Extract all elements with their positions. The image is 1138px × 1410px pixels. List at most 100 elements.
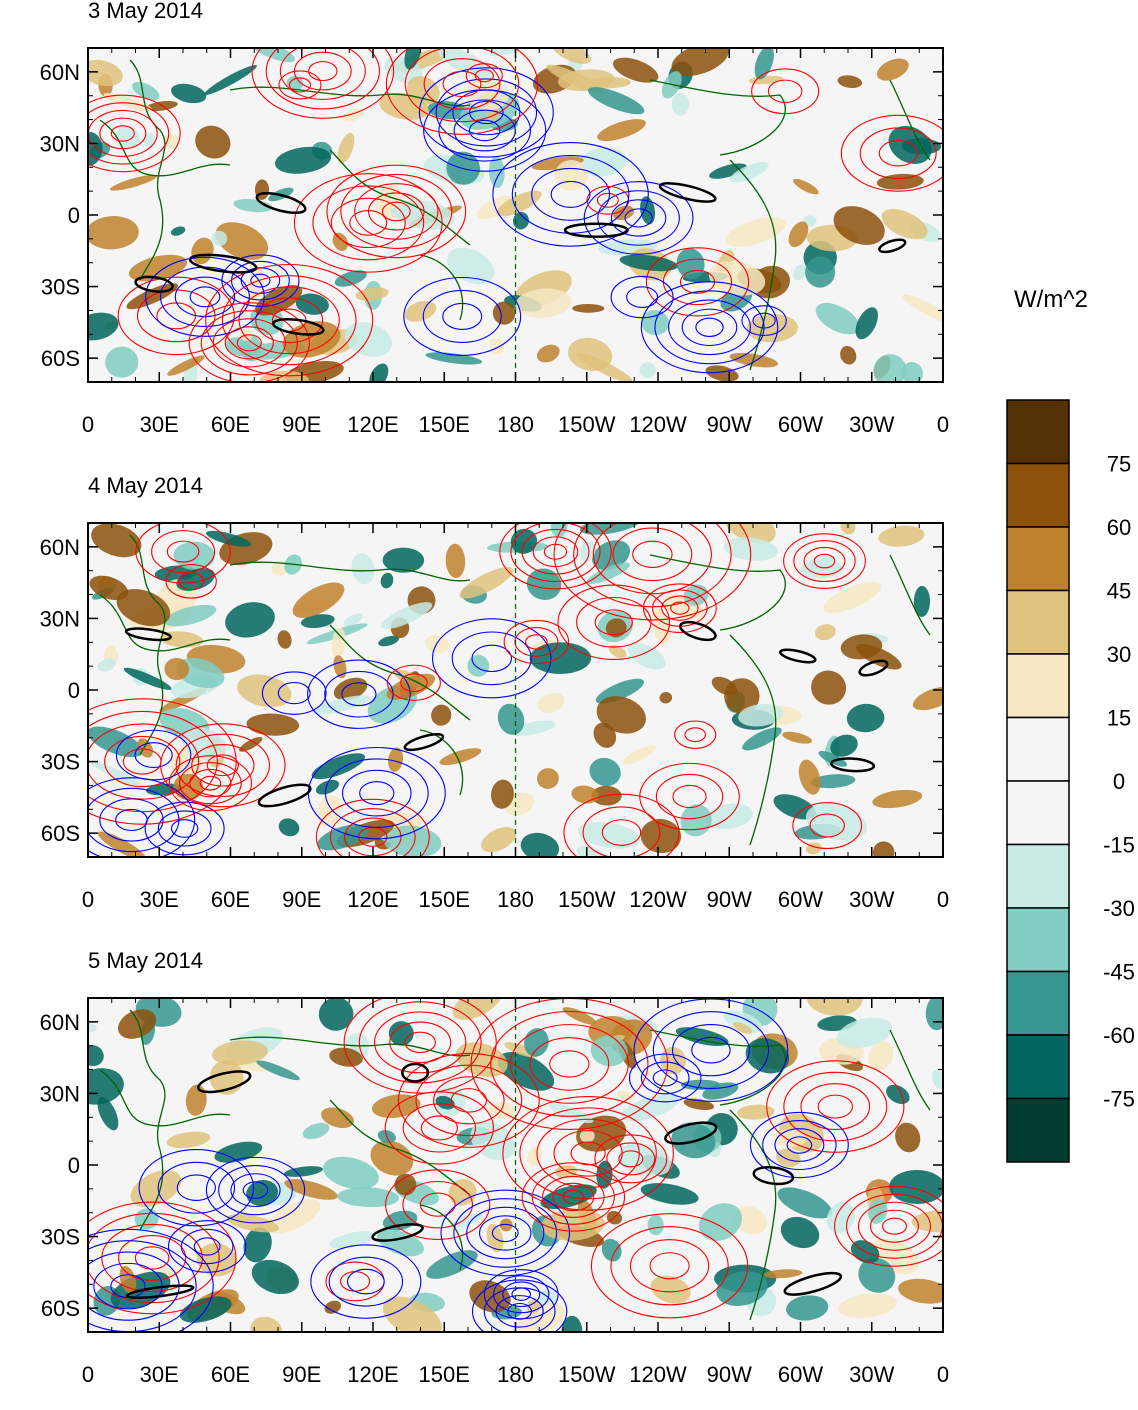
anomaly-shading — [537, 692, 565, 713]
anomaly-shading — [647, 1214, 664, 1236]
contour-line — [191, 743, 255, 787]
anomaly-shading — [88, 726, 143, 758]
coastline — [99, 1069, 231, 1127]
anomaly-shading — [546, 64, 604, 94]
highlight-contour — [783, 1271, 843, 1296]
contour-line — [293, 51, 352, 91]
anomaly-shading — [351, 553, 375, 585]
colorbar-swatch — [1006, 970, 1070, 1036]
contour-line — [562, 1189, 585, 1205]
lon-label: 0 — [937, 412, 949, 437]
contour-line — [230, 260, 290, 301]
contour-line — [340, 173, 453, 249]
contour-line — [397, 1052, 540, 1148]
anomaly-shading — [510, 720, 556, 736]
contour-line — [502, 1095, 674, 1211]
anomaly-shading — [745, 1038, 790, 1074]
lat-label: 60N — [40, 60, 80, 85]
highlight-contour — [752, 1166, 795, 1186]
colorbar: 75 60 45 30 15 0 -15 -30 -45 -60 -75 — [1006, 399, 1135, 1163]
coastline — [229, 561, 471, 582]
contour-line — [542, 1175, 605, 1218]
contour-line — [117, 276, 235, 356]
colorbar-label: -75 — [1103, 1087, 1135, 1112]
anomaly-shading — [469, 1280, 511, 1313]
contour-line — [491, 1223, 519, 1243]
contour-line — [224, 326, 274, 360]
contour-line — [99, 798, 164, 842]
colorbar-swatch — [1006, 589, 1070, 655]
anomaly-shading — [675, 1027, 729, 1046]
colorbar-swatch — [1006, 780, 1070, 846]
anomaly-shading — [88, 312, 119, 341]
lat-label: 60N — [40, 535, 80, 560]
anomaly-shading — [793, 264, 807, 281]
highlight-contour — [197, 1070, 252, 1094]
contour-line — [433, 1076, 505, 1125]
anomaly-shading — [89, 575, 129, 601]
lat-label: 60S — [41, 821, 80, 846]
contour-line — [157, 1161, 236, 1214]
lon-label: 150E — [419, 887, 470, 912]
anomaly-shading — [550, 523, 568, 538]
anomaly-shading — [448, 1178, 477, 1206]
contour-line — [471, 1279, 568, 1332]
colorbar-swatch — [1006, 843, 1070, 909]
contour-line — [212, 318, 286, 368]
anomaly-shading — [466, 77, 509, 111]
contour-line — [205, 1156, 306, 1224]
contour-line — [469, 100, 504, 125]
anomaly-shading — [435, 1095, 455, 1110]
contour-line — [330, 197, 406, 249]
contour-line — [590, 1213, 749, 1319]
anomaly-shading — [617, 1091, 635, 1101]
contour-line — [521, 1162, 626, 1232]
anomaly-shading — [826, 1201, 856, 1234]
lon-label: 30W — [849, 887, 894, 912]
anomaly-shading — [185, 1084, 207, 1116]
contour-line — [326, 164, 467, 259]
highlight-contour — [664, 1121, 718, 1145]
contour-line — [168, 755, 253, 812]
anomaly-shading — [577, 821, 640, 849]
anomaly-shading — [858, 1257, 896, 1293]
anomaly-shading — [723, 1010, 763, 1033]
anomaly-shading — [805, 256, 836, 288]
contour-line — [293, 173, 443, 273]
contour-line — [570, 1141, 606, 1166]
coastline — [99, 119, 231, 177]
contour-line — [115, 808, 148, 832]
contour-line — [88, 777, 196, 857]
contour-line — [236, 334, 262, 352]
contour-line — [423, 58, 501, 110]
contour-line — [594, 609, 633, 636]
anomaly-shading — [239, 736, 263, 752]
anomaly-shading — [782, 731, 813, 744]
contour-line — [349, 210, 388, 236]
anomaly-shading — [181, 360, 198, 382]
lat-label: 30N — [40, 606, 80, 631]
contour-line — [403, 276, 522, 356]
anomaly-shading — [315, 779, 340, 795]
anomaly-shading — [708, 260, 766, 296]
coastline — [129, 534, 166, 756]
anomaly-shading — [311, 753, 366, 780]
anomaly-shading — [881, 209, 928, 240]
lat-label: 30N — [40, 1081, 80, 1106]
contour-line — [474, 69, 494, 83]
contour-line — [691, 1036, 731, 1064]
highlight-contour — [188, 253, 258, 274]
contour-line — [277, 681, 311, 705]
lon-label: 60W — [778, 887, 823, 912]
anomaly-shading — [619, 254, 678, 272]
colorbar-swatch — [1006, 1034, 1070, 1100]
contour-line — [612, 527, 693, 582]
contour-line — [230, 1173, 281, 1208]
anomaly-shading — [878, 525, 925, 547]
anomaly-shading — [729, 162, 769, 183]
contour-line — [402, 1180, 473, 1229]
colorbar-swatch — [1006, 526, 1070, 592]
coastline — [229, 86, 471, 107]
anomaly-shading — [733, 1205, 767, 1235]
highlight-contour — [255, 191, 307, 215]
